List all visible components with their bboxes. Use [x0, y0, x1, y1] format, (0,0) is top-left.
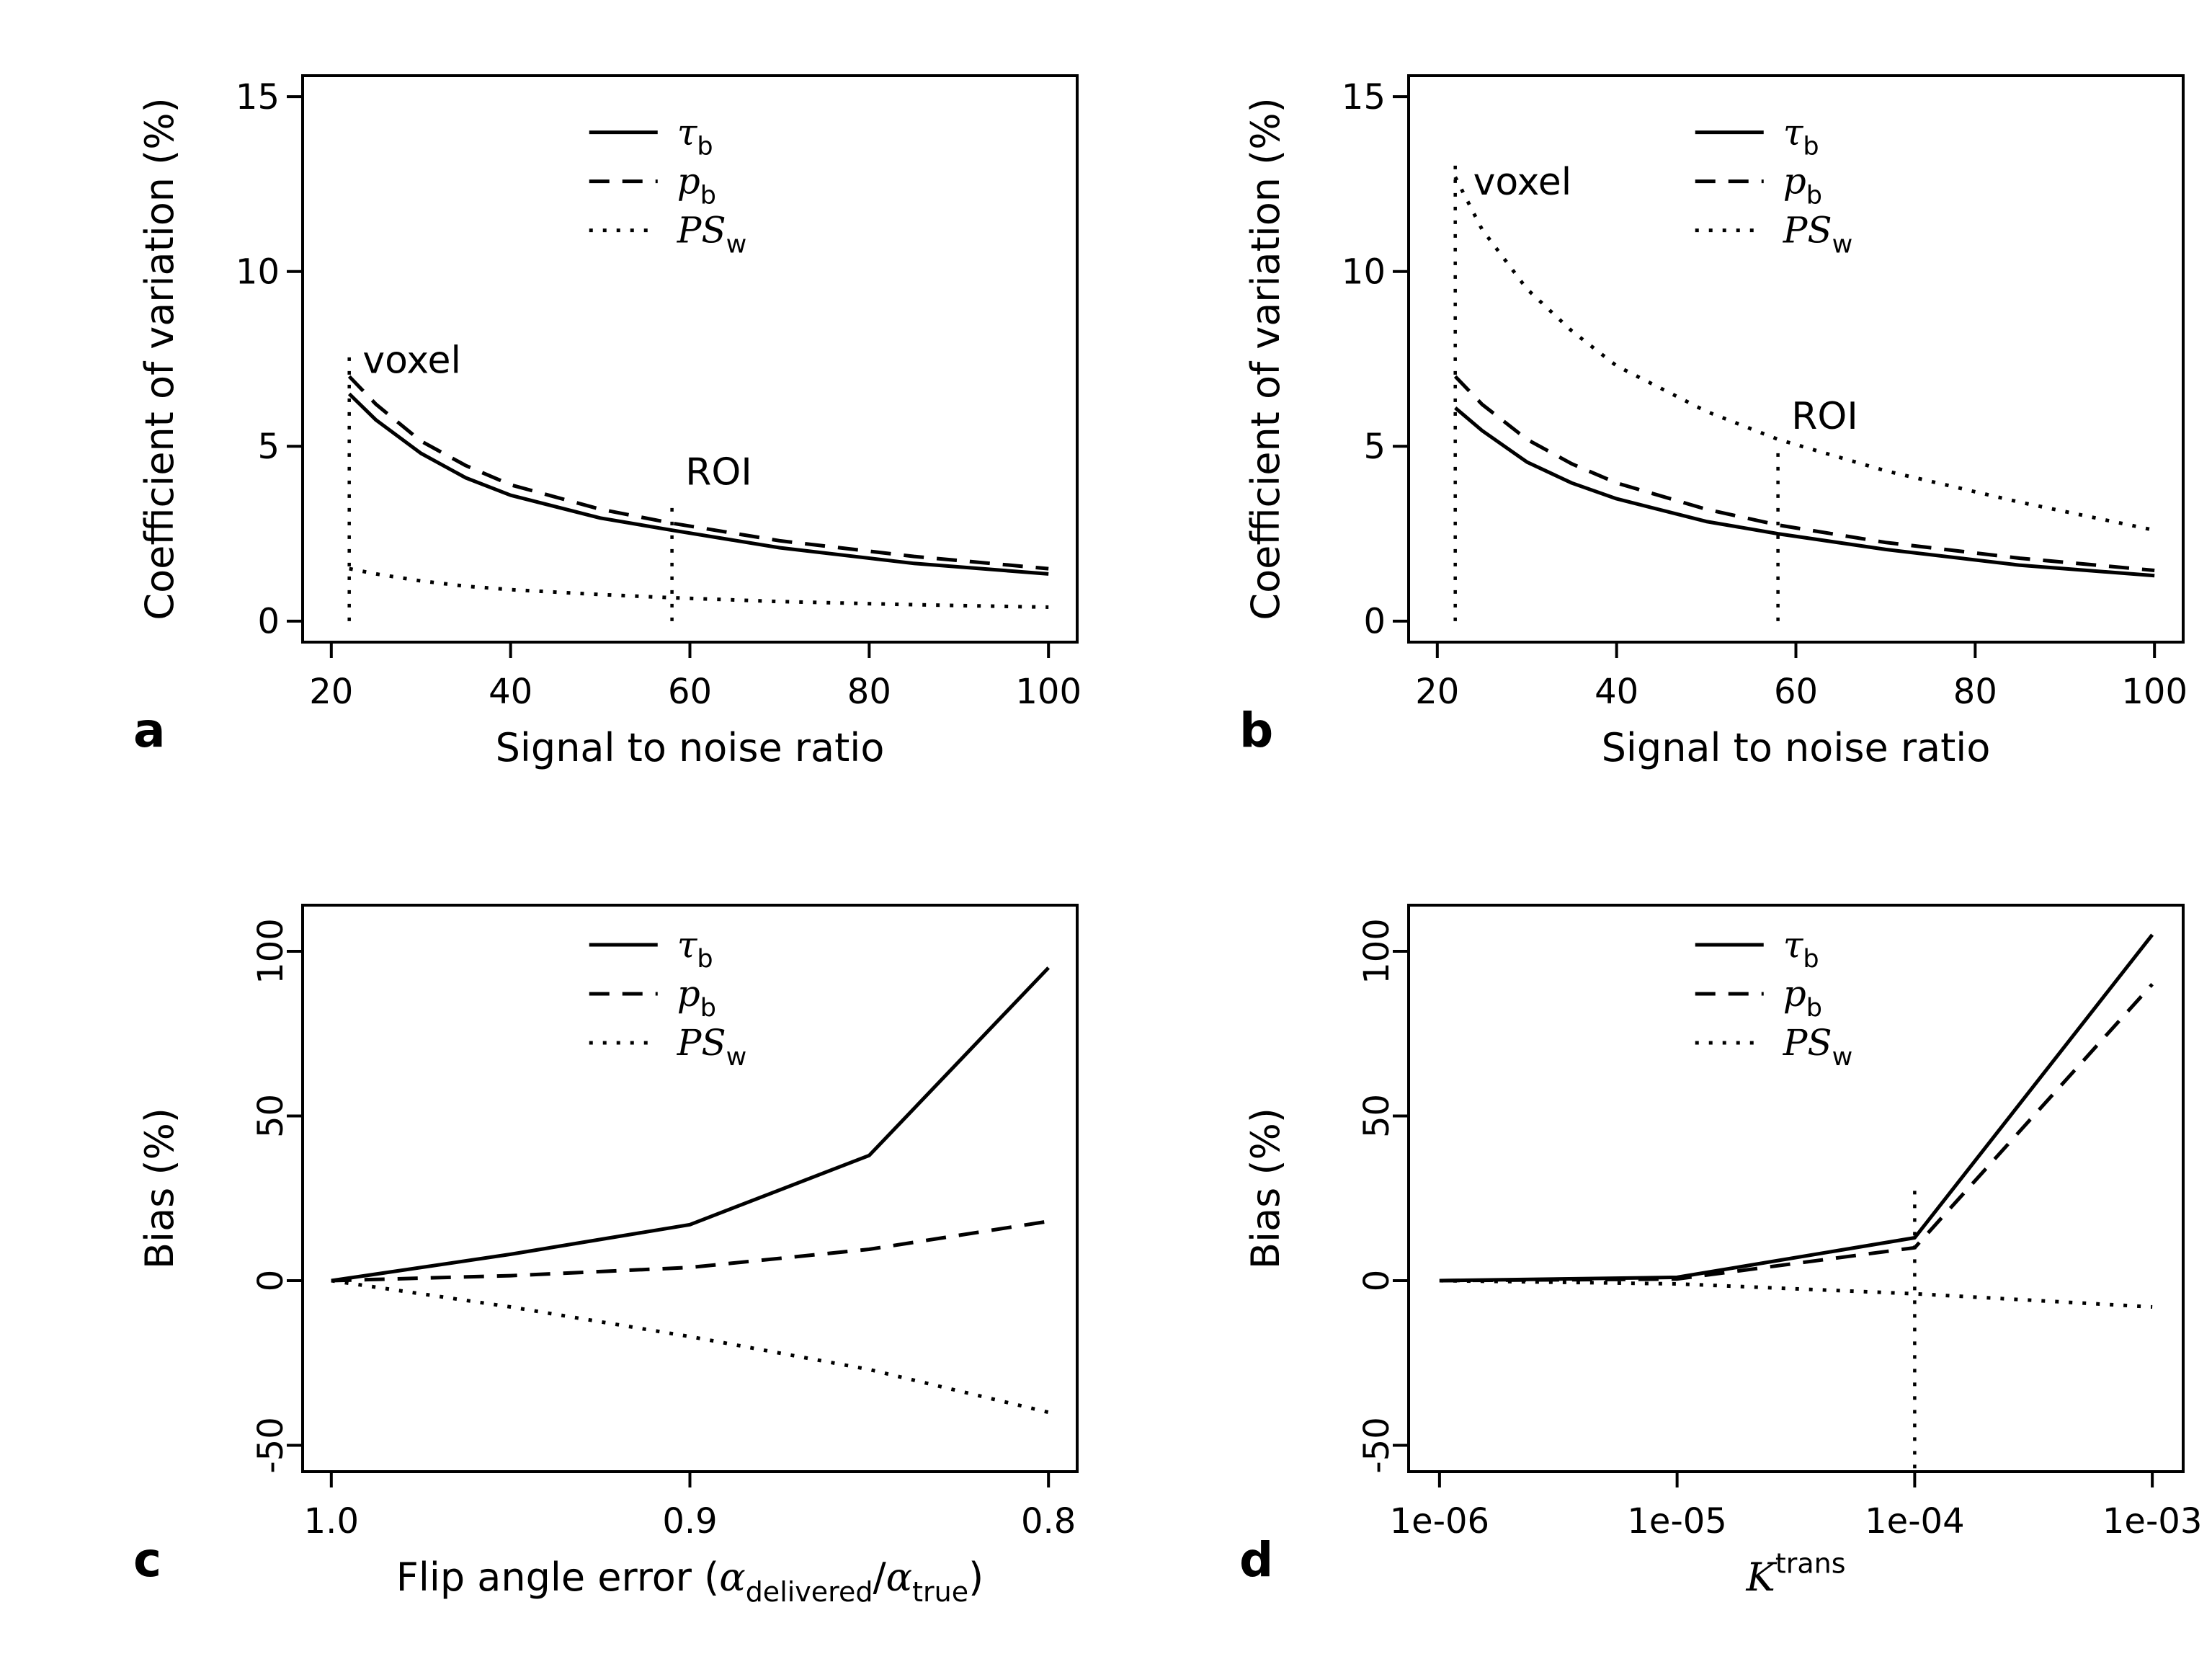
x-axis-label: Signal to noise ratio: [1602, 725, 1991, 770]
series-line-tau-b: [1454, 406, 2155, 578]
series-line-tau-b: [347, 392, 1049, 576]
y-axis-label: Bias (%): [137, 1108, 182, 1269]
y-tick-label: 50: [251, 1094, 291, 1138]
y-tick-label: 10: [1342, 252, 1386, 293]
x-axis: 1e-06 1e-05 1e-04 1e-03: [1390, 1472, 2202, 1542]
y-axis: 0 5 10 15: [1342, 77, 1409, 642]
legend-label: τb: [1783, 112, 1819, 161]
series-line-p-b: [1439, 983, 2154, 1283]
y-tick-label: 50: [1357, 1094, 1397, 1138]
y-tick-label: 100: [1357, 918, 1397, 984]
y-axis-label: Bias (%): [1243, 1108, 1288, 1269]
y-axis: -50 0 50 100: [251, 918, 303, 1474]
series-line-PS-w: [331, 1278, 1049, 1415]
y-tick-label: 0: [1357, 1270, 1397, 1292]
series-line-PS-w: [1439, 1278, 2153, 1309]
y-tick-label: 100: [251, 918, 291, 984]
y-tick-label: -50: [251, 1417, 291, 1473]
panel-b: 20 40 60 80 100 0 5 10 15 Signal to noise ratio Co…: [1106, 0, 2212, 830]
annotation-roi: ROI: [1791, 395, 1858, 438]
series-line-PS-w: [1453, 176, 2155, 533]
legend-label: pb: [1783, 161, 1822, 210]
series-line-tau-b: [331, 966, 1051, 1283]
y-axis-label: Coefficient of variation (%): [137, 97, 182, 620]
legend-label: τb: [677, 924, 713, 974]
series-line-p-b: [1453, 375, 2155, 572]
panel-letter-a: a: [133, 703, 166, 758]
legend-label: pb: [677, 161, 716, 210]
plot-box: [1407, 904, 2185, 1473]
x-tick-label: 80: [847, 672, 891, 712]
legend-label: PSw: [1783, 210, 1853, 259]
series-line-p-b: [331, 1219, 1049, 1283]
x-tick-label: 1e-03: [2102, 1501, 2202, 1542]
x-tick-label: 1e-04: [1865, 1501, 1964, 1542]
panel-letter-d: d: [1239, 1532, 1274, 1588]
y-tick-label: 5: [257, 427, 280, 467]
chart-a-cov-vs-snr: 20 40 60 80 100 0 5 10 15 Signal to noise ratio Co…: [137, 74, 1082, 770]
legend-label: τb: [1783, 924, 1819, 974]
x-tick-label: 60: [1774, 672, 1818, 712]
x-tick-label: 60: [668, 672, 712, 712]
x-tick-label: 40: [1595, 672, 1638, 712]
series-line-p-b: [347, 375, 1049, 571]
legend-label: pb: [1783, 973, 1822, 1023]
series-line-PS-w: [349, 566, 1049, 609]
y-tick-label: 0: [1363, 602, 1386, 642]
y-axis: 0 5 10 15: [236, 77, 303, 642]
x-tick-label: 20: [309, 672, 353, 712]
y-tick-label: 0: [251, 1270, 291, 1292]
y-axis: -50 0 50 100: [1357, 918, 1409, 1474]
x-tick-label: 80: [1953, 672, 1997, 712]
legend-label: PSw: [677, 210, 747, 259]
y-tick-label: 15: [236, 77, 280, 117]
legend-label: pb: [677, 973, 716, 1023]
x-axis: 1.0 0.9 0.8: [304, 1472, 1076, 1542]
annotation-roi: ROI: [685, 451, 752, 494]
annotation-voxel: voxel: [362, 339, 461, 382]
y-tick-label: 10: [236, 252, 280, 293]
chart-d-bias-vs-ktrans: 1e-06 1e-05 1e-04 1e-03 -50 0 50 100 Ktrans Bias …: [1243, 904, 2202, 1600]
x-axis-label: Ktrans: [1745, 1548, 1845, 1600]
x-tick-label: 1.0: [304, 1501, 359, 1542]
panel-a: 20 40 60 80 100 0 5 10 15 Signal to noise ratio Co…: [0, 0, 1106, 830]
x-tick-label: 20: [1415, 672, 1459, 712]
x-tick-label: 0.9: [662, 1501, 717, 1542]
panel-letter-b: b: [1239, 703, 1274, 758]
legend-label: τb: [677, 112, 713, 161]
panel-letter-c: c: [133, 1532, 162, 1588]
y-axis-label: Coefficient of variation (%): [1243, 97, 1288, 620]
x-axis-label: Signal to noise ratio: [496, 725, 885, 770]
legend-label: PSw: [677, 1022, 747, 1072]
x-tick-label: 1e-06: [1390, 1501, 1489, 1542]
legend-label: PSw: [1783, 1022, 1853, 1072]
x-tick-label: 0.8: [1021, 1501, 1076, 1542]
chart-c-bias-vs-flip-angle-error: 1.0 0.9 0.8 -50 0 50 100 Flip angle error (αdel…: [137, 904, 1079, 1608]
x-axis: 20 40 60 80 100: [309, 642, 1082, 712]
y-tick-label: -50: [1357, 1417, 1397, 1473]
x-axis-label: Flip angle error (αdelivered/αtrue): [396, 1555, 984, 1608]
x-tick-label: 1e-05: [1627, 1501, 1726, 1542]
y-tick-label: 5: [1363, 427, 1386, 467]
panel-c: 1.0 0.9 0.8 -50 0 50 100 Flip angle error (αdel…: [0, 830, 1106, 1659]
panel-d: 1e-06 1e-05 1e-04 1e-03 -50 0 50 100 Ktrans Bias …: [1106, 830, 2212, 1659]
y-tick-label: 0: [257, 602, 280, 642]
x-axis: 20 40 60 80 100: [1415, 642, 2188, 712]
x-tick-label: 40: [489, 672, 532, 712]
annotation-voxel: voxel: [1473, 161, 1572, 204]
x-tick-label: 100: [2121, 672, 2188, 712]
x-tick-label: 100: [1015, 672, 1082, 712]
chart-b-cov-vs-snr: 20 40 60 80 100 0 5 10 15 Signal to noise ratio Co…: [1243, 74, 2188, 770]
y-tick-label: 15: [1342, 77, 1386, 117]
